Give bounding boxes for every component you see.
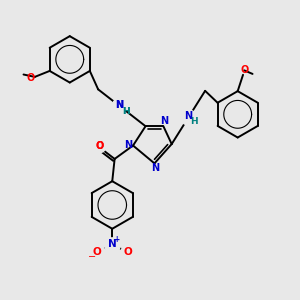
Text: O: O: [27, 74, 35, 83]
Text: N: N: [116, 100, 124, 110]
Text: N: N: [116, 100, 124, 110]
Text: O: O: [123, 247, 132, 256]
Text: O: O: [240, 65, 248, 75]
Text: H: H: [122, 107, 130, 116]
Text: O: O: [92, 247, 101, 256]
Text: O: O: [95, 140, 103, 151]
Text: H: H: [122, 107, 130, 116]
Text: H: H: [190, 117, 197, 126]
Text: N: N: [108, 239, 117, 249]
Text: N: N: [184, 111, 193, 121]
Text: N: N: [151, 164, 159, 173]
Text: −: −: [88, 252, 96, 262]
Text: O: O: [95, 140, 103, 151]
Text: N: N: [124, 140, 132, 150]
Text: N: N: [160, 116, 168, 127]
Text: +: +: [113, 235, 119, 244]
